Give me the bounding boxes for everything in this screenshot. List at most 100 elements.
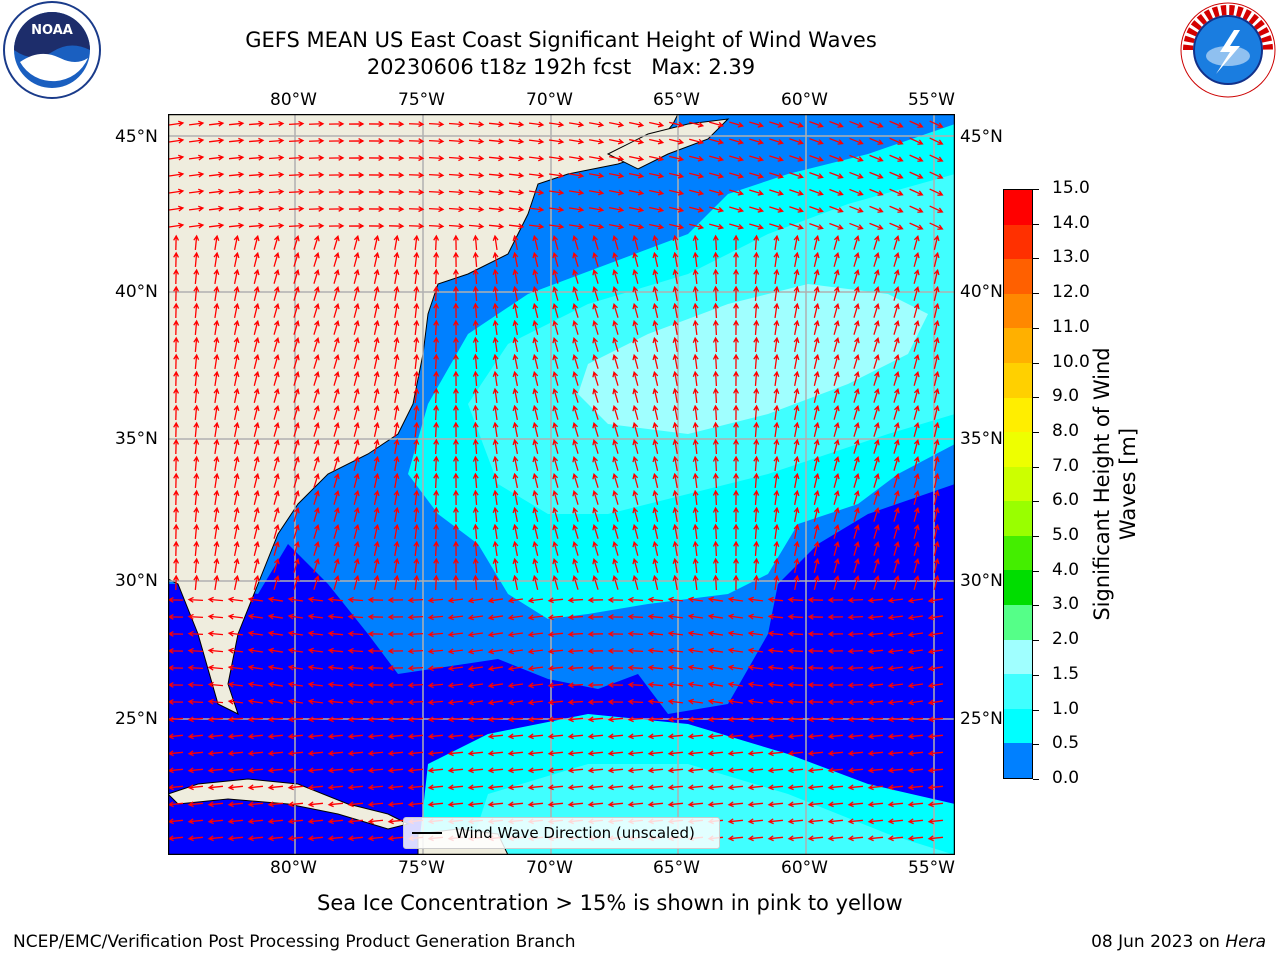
wave-arrow (193, 455, 200, 472)
wave-arrow (313, 439, 320, 454)
wave-arrow (213, 387, 220, 404)
wave-arrow (193, 268, 200, 285)
wave-arrow (347, 698, 364, 705)
wave-arrow (712, 268, 719, 285)
wave-arrow (512, 574, 519, 590)
wave-arrow (247, 733, 264, 740)
wave-arrow (632, 336, 639, 352)
wave-arrow (373, 319, 380, 335)
wave-arrow (508, 155, 525, 162)
wave-arrow (267, 681, 284, 688)
wave-arrow (253, 251, 260, 267)
colorbar-label: Significant Height of Wind Waves [m] (1090, 347, 1140, 621)
wave-arrow (187, 681, 204, 688)
wave-arrow (692, 404, 699, 421)
wave-arrow (427, 784, 444, 791)
wave-arrow (228, 137, 245, 144)
wave-arrow (707, 613, 724, 620)
wave-arrow (428, 223, 445, 230)
wave-arrow (829, 222, 844, 230)
wave-arrow (933, 557, 940, 573)
wave-arrow (227, 784, 244, 791)
wave-arrow (472, 234, 479, 251)
wave-arrow (413, 438, 420, 455)
wave-arrow (552, 268, 559, 284)
wave-arrow (572, 269, 579, 284)
wave-arrow (827, 767, 844, 774)
wave-arrow (733, 421, 739, 438)
wave-arrow (827, 665, 844, 672)
wave-arrow (207, 630, 224, 637)
wave-arrow (692, 285, 699, 302)
wave-arrow (387, 750, 404, 757)
wave-arrow (213, 336, 220, 353)
wave-arrow (173, 319, 180, 336)
wave-arrow (773, 285, 780, 302)
wave-arrow (467, 648, 484, 655)
wave-arrow (767, 818, 784, 825)
wave-arrow (193, 438, 200, 455)
wave-arrow (413, 251, 420, 268)
wave-arrow (612, 285, 619, 301)
wave-arrow (233, 523, 240, 539)
wave-arrow (327, 818, 344, 825)
wave-arrow (867, 716, 884, 723)
wave-arrow (687, 733, 704, 740)
wave-arrow (592, 558, 599, 573)
wave-arrow (667, 733, 684, 740)
wave-arrow (187, 664, 204, 671)
wave-arrow (607, 613, 624, 620)
wave-arrow (492, 557, 499, 574)
wave-arrow (472, 302, 479, 319)
lat-label-right: 30°N (960, 571, 1003, 591)
wave-arrow (809, 138, 824, 145)
wave-arrow (333, 506, 340, 522)
wave-arrow (253, 404, 260, 420)
wave-arrow (629, 138, 645, 145)
wave-arrow (413, 285, 420, 302)
wave-arrow (173, 421, 180, 438)
wave-arrow (927, 835, 944, 842)
wave-arrow (853, 286, 860, 301)
wave-arrow (492, 285, 499, 302)
wave-arrow (532, 302, 539, 318)
wave-arrow (393, 234, 400, 251)
wave-arrow (913, 387, 920, 403)
wave-arrow (287, 630, 304, 637)
wave-arrow (512, 234, 519, 250)
wave-arrow (747, 733, 764, 740)
wave-arrow (407, 767, 424, 774)
wave-arrow (747, 647, 764, 654)
lon-label-bottom: 65°W (653, 858, 700, 878)
wave-arrow (307, 630, 324, 637)
wave-arrow (909, 120, 924, 128)
wave-arrow (627, 613, 644, 620)
wave-arrow (488, 189, 505, 196)
wave-arrow (867, 597, 884, 604)
wave-arrow (552, 285, 559, 301)
wave-arrow (907, 733, 924, 740)
wave-arrow (227, 664, 244, 671)
wave-arrow (307, 613, 324, 620)
wave-arrow (927, 784, 944, 791)
wave-arrow (208, 188, 225, 195)
colorbar-tick-label: 1.0 (1052, 698, 1080, 719)
wave-arrow (727, 784, 744, 791)
wave-arrow (827, 648, 844, 655)
wave-arrow (567, 784, 584, 791)
wave-arrow (447, 767, 464, 774)
wave-arrow (427, 665, 444, 672)
wave-arrow (532, 234, 539, 250)
wave-arrow (548, 121, 565, 128)
wave-arrow (889, 205, 904, 213)
wave-arrow (413, 540, 420, 557)
wave-arrow (313, 371, 320, 386)
wave-arrow (273, 404, 280, 420)
wave-arrow (767, 750, 784, 757)
colorbar-band (1004, 605, 1032, 641)
wave-arrow (672, 404, 679, 421)
wave-arrow (753, 404, 760, 421)
wave-arrow (288, 137, 305, 144)
wave-arrow (733, 506, 739, 523)
wave-arrow (353, 319, 360, 335)
